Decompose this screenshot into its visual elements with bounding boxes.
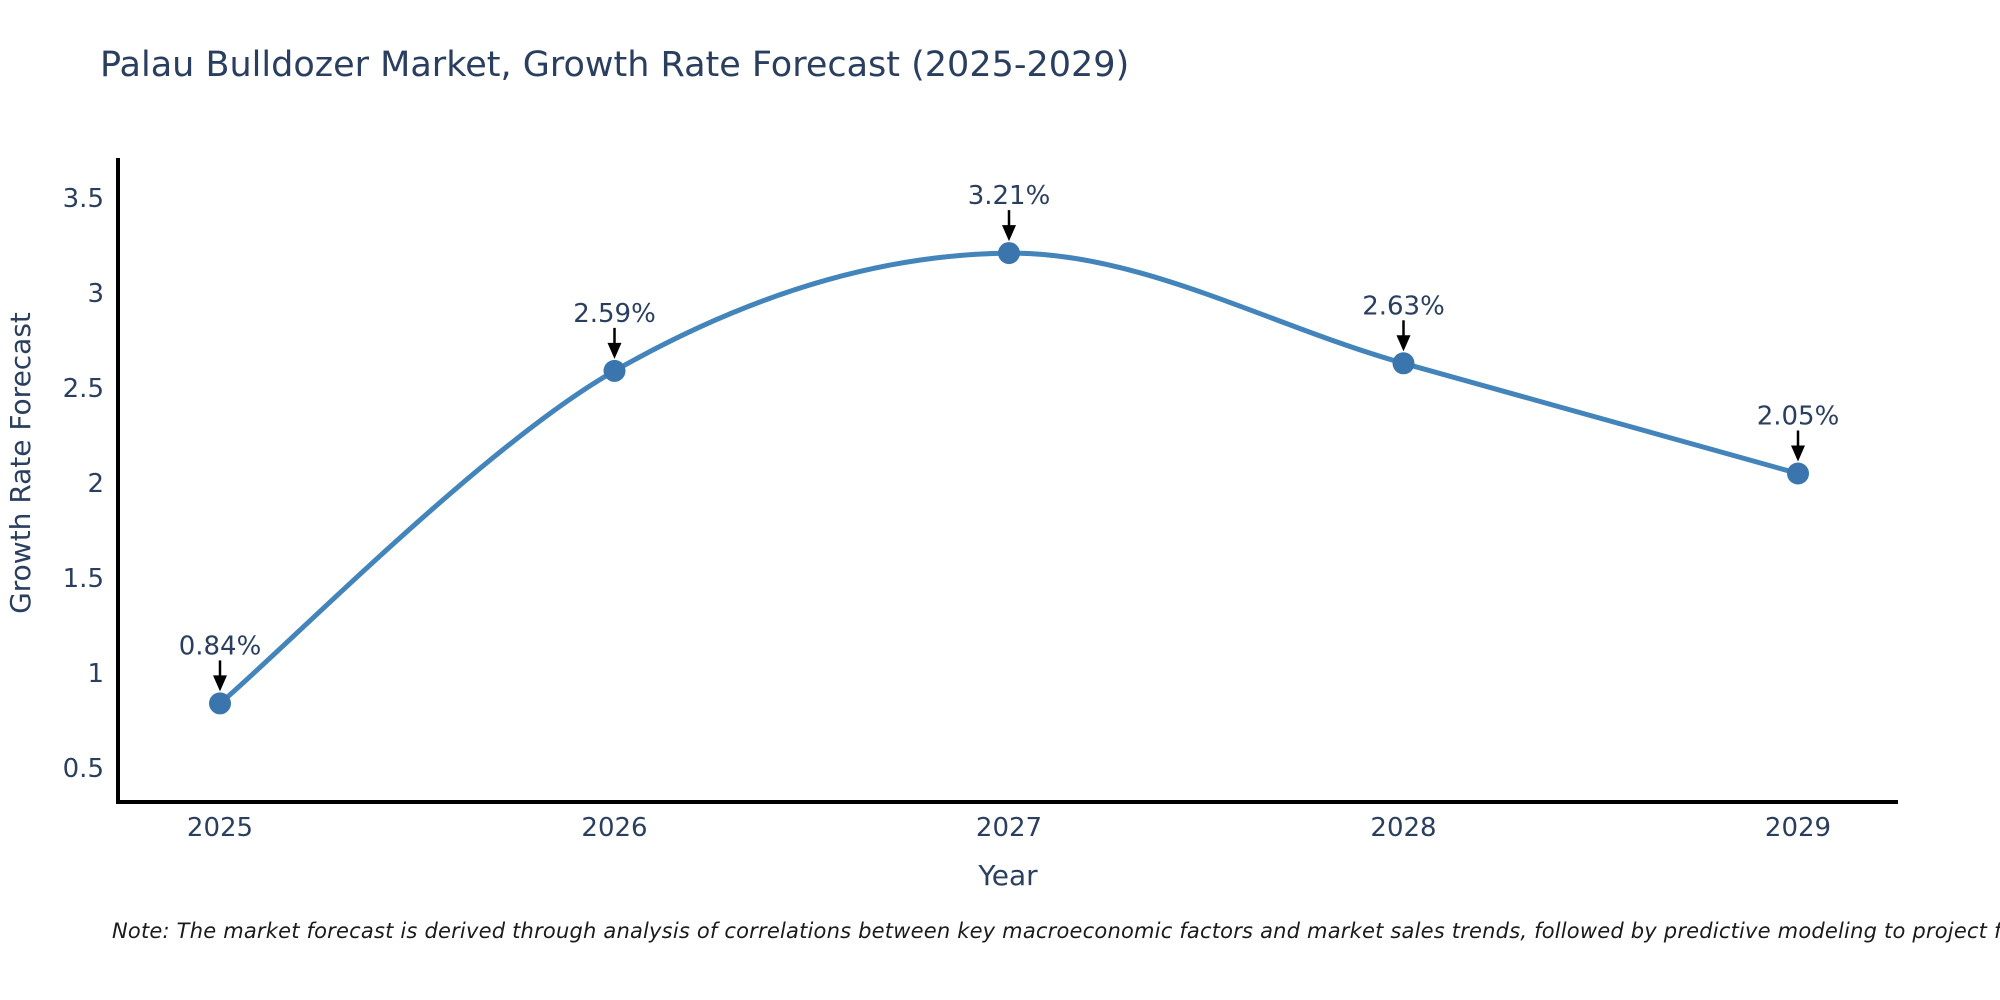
data-point-marker-2027	[998, 242, 1020, 265]
x-tick-label: 2026	[581, 813, 647, 843]
data-point-marker-2026	[603, 359, 626, 382]
y-tick-label: 3.5	[63, 184, 104, 214]
y-axis-title: Growth Rate Forecast	[4, 312, 37, 614]
annotation-arrow-head	[1396, 335, 1411, 352]
annotation-arrow-head	[1791, 445, 1805, 462]
y-tick-label: 0.5	[63, 754, 104, 784]
data-point-marker-2025	[209, 692, 231, 715]
annotation-arrow-head	[213, 675, 227, 692]
data-point-label: 3.21%	[968, 181, 1051, 211]
x-axis-title: Year	[977, 859, 1038, 892]
y-tick-label: 2	[87, 469, 104, 499]
annotation-arrow-head	[607, 342, 622, 359]
footnote: Note: The market forecast is derived thr…	[112, 919, 2000, 943]
y-tick-label: 2.5	[63, 374, 104, 404]
forecast-line	[218, 250, 1799, 706]
annotation-arrow-head	[1002, 225, 1016, 242]
data-point-label: 2.05%	[1757, 402, 1840, 432]
x-tick-label: 2025	[187, 813, 253, 843]
data-point-marker-2028	[1392, 352, 1415, 375]
data-point-marker-2029	[1787, 462, 1809, 485]
y-tick-label: 1	[87, 659, 104, 689]
y-tick-label: 3	[87, 279, 104, 309]
data-point-label: 0.84%	[179, 631, 262, 661]
x-tick-label: 2029	[1765, 813, 1831, 843]
y-tick-label: 1.5	[63, 564, 104, 594]
chart-title: Palau Bulldozer Market, Growth Rate Fore…	[100, 45, 1129, 85]
data-point-label: 2.63%	[1362, 291, 1445, 321]
x-tick-label: 2028	[1370, 813, 1436, 843]
data-point-label: 2.59%	[573, 299, 656, 329]
x-tick-label: 2027	[976, 813, 1042, 843]
plot-area: 0.84% 2.59% 3.21% 2.63% 2.05% 0.5 1 1.5 2 2.5 3 3.5…	[63, 158, 1898, 843]
